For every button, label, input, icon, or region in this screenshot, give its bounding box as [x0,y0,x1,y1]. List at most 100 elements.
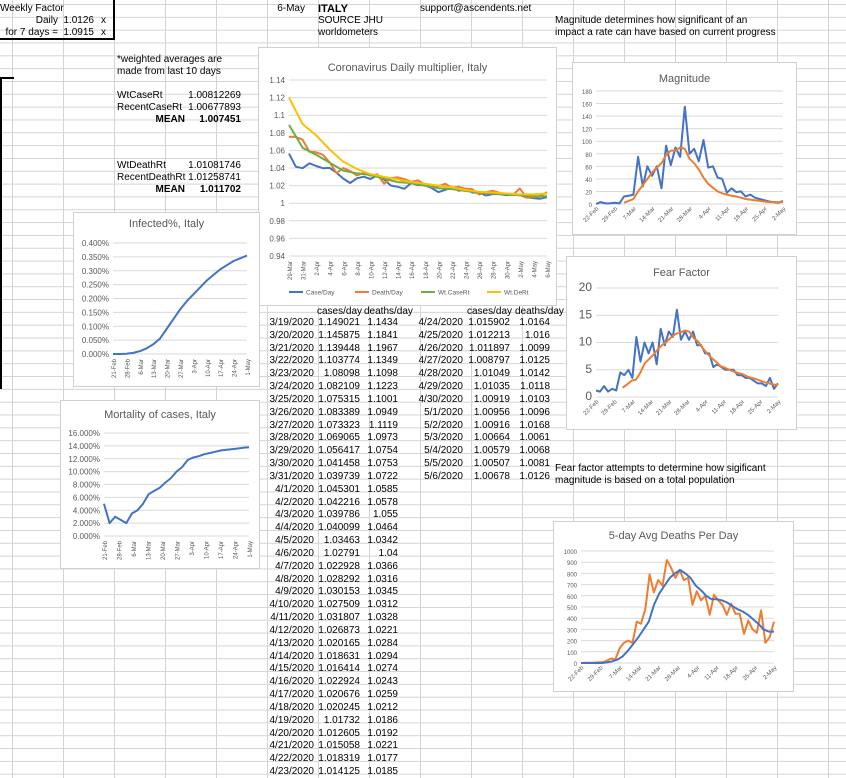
table-deaths[interactable]: 1.0722 [367,470,398,482]
table-deaths[interactable]: 1.0118 [520,381,550,393]
table-date[interactable]: 3/22/2020 [269,355,315,367]
daily-value[interactable]: 1.0126 [63,15,94,26]
table-deaths[interactable]: 1.0186 [367,714,398,726]
table-deaths[interactable]: 1.0366 [367,560,398,572]
table-deaths[interactable]: 1.0192 [367,727,398,739]
table-date[interactable]: 3/29/2020 [269,445,315,457]
table-deaths[interactable]: 1.0099 [519,342,550,354]
table-date[interactable]: 4/4/2020 [275,522,314,534]
table-date[interactable]: 4/10/2020 [269,599,315,611]
table-deaths[interactable]: 1.0949 [367,406,398,418]
table-deaths[interactable]: 1.0345 [367,586,398,598]
table-deaths[interactable]: 1.0125 [519,355,550,367]
table-date[interactable]: 3/30/2020 [269,458,315,470]
table-date[interactable]: 3/20/2020 [269,329,315,341]
table-deaths[interactable]: 1.0081 [519,458,550,470]
chart-avg-deaths[interactable]: 5-day Avg Deaths Per Day 1000 900 800 700 600… [553,521,794,692]
table-deaths[interactable]: 1.0578 [367,496,398,508]
recent-case-value[interactable]: 1.00677893 [188,102,241,113]
wt-death-value[interactable]: 1.01081746 [188,160,241,171]
table-cases[interactable]: 1.149021 [318,317,360,328]
table-date[interactable]: 4/12/2020 [269,624,315,636]
table-date[interactable]: 4/15/2020 [269,663,315,675]
table-cases[interactable]: 1.056417 [318,445,360,457]
table-date[interactable]: 4/23/2020 [269,766,315,778]
table-deaths[interactable]: 1.0294 [367,650,398,662]
table-date[interactable]: 5/5/2020 [424,458,463,470]
table-deaths[interactable]: 1.0068 [519,445,550,457]
table-deaths[interactable]: 1.0164 [519,317,550,328]
table-deaths[interactable]: 1.0328 [367,612,398,624]
table-cases[interactable]: 1.139448 [318,342,360,354]
table-cases[interactable]: 1.00678 [473,470,510,482]
week-value[interactable]: 1.0915 [63,27,94,38]
table-date[interactable]: 3/23/2020 [269,368,315,380]
table-deaths[interactable]: 1.1098 [367,368,398,380]
table-cases[interactable]: 1.045301 [318,483,360,495]
table-cases[interactable]: 1.027509 [318,599,360,611]
table-cases[interactable]: 1.018631 [318,650,360,662]
table-deaths[interactable]: 1.0585 [367,483,398,495]
table-cases[interactable]: 1.026873 [318,624,360,636]
table-date[interactable]: 3/31/2020 [269,470,315,482]
table-date[interactable]: 4/2/2020 [275,496,314,508]
table-cases[interactable]: 1.012213 [468,329,510,341]
table-date[interactable]: 4/6/2020 [275,547,314,559]
table-cases[interactable]: 1.020165 [318,637,360,649]
table-cases[interactable]: 1.08098 [323,368,360,380]
table-cases[interactable]: 1.008797 [468,355,510,367]
table-date[interactable]: 4/29/2020 [418,381,464,393]
table-date[interactable]: 4/22/2020 [269,753,315,765]
table-cases[interactable]: 1.041458 [318,458,360,470]
table-date[interactable]: 3/26/2020 [269,406,315,418]
table-date[interactable]: 4/8/2020 [275,573,314,585]
table-deaths[interactable]: 1.1434 [367,317,398,328]
table-date[interactable]: 4/24/2020 [418,317,464,328]
table-cases[interactable]: 1.022928 [318,560,360,572]
table-date[interactable]: 5/3/2020 [424,432,463,444]
table-deaths[interactable]: 1.1119 [368,419,398,431]
table-deaths[interactable]: 1.0342 [367,535,398,547]
table-cases[interactable]: 1.018319 [318,753,360,765]
table-date[interactable]: 4/16/2020 [269,676,315,688]
table-cases[interactable]: 1.00507 [473,458,510,470]
table-date[interactable]: 4/3/2020 [275,509,314,521]
support-email[interactable]: support@ascendents.net [420,3,532,14]
table-cases[interactable]: 1.075315 [318,393,360,405]
table-deaths[interactable]: 1.0274 [367,663,398,675]
table-date[interactable]: 3/19/2020 [269,317,315,328]
table-deaths[interactable]: 1.1967 [367,342,398,354]
table-deaths[interactable]: 1.1841 [367,329,398,341]
table-date[interactable]: 4/20/2020 [269,727,315,739]
table-deaths[interactable]: 1.0126 [519,470,550,482]
table-deaths[interactable]: 1.016 [524,329,550,341]
table-deaths[interactable]: 1.1223 [367,381,398,393]
table-cases[interactable]: 1.00919 [473,393,510,405]
table-cases[interactable]: 1.01732 [323,714,360,726]
table-deaths[interactable]: 1.04 [378,547,398,559]
table-deaths[interactable]: 1.0103 [519,393,550,405]
table-cases[interactable]: 1.073323 [318,419,360,431]
table-cases[interactable]: 1.015058 [318,740,360,752]
table-deaths[interactable]: 1.0142 [519,368,550,380]
table-deaths[interactable]: 1.0259 [367,689,398,701]
table-date[interactable]: 4/21/2020 [269,740,315,752]
table-cases[interactable]: 1.016414 [318,663,360,675]
table-deaths[interactable]: 1.0973 [367,432,398,444]
table-deaths[interactable]: 1.0221 [367,624,398,636]
mean-case-value[interactable]: 1.007451 [199,114,241,125]
table-date[interactable]: 4/17/2020 [269,689,315,701]
table-cases[interactable]: 1.00956 [473,406,510,418]
chart-infected[interactable]: Infected%, Italy 0.400% 0.350% 0.300% 0.250%… [73,212,260,387]
recent-death-value[interactable]: 1.01258741 [188,172,241,183]
table-deaths[interactable]: 1.0096 [519,406,550,418]
table-date[interactable]: 4/30/2020 [418,393,464,405]
table-cases[interactable]: 1.145875 [318,329,360,341]
table-date[interactable]: 3/28/2020 [269,432,315,444]
table-cases[interactable]: 1.030153 [318,586,360,598]
table-cases[interactable]: 1.00664 [473,432,510,444]
table-deaths[interactable]: 1.0312 [367,599,398,611]
table-date[interactable]: 4/1/2020 [275,483,314,495]
table-cases[interactable]: 1.028292 [318,573,360,585]
table-cases[interactable]: 1.012605 [318,727,360,739]
